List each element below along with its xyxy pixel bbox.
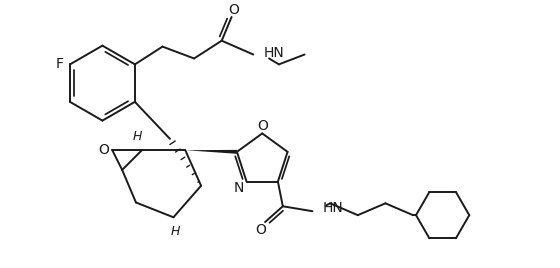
Text: F: F [56,57,64,71]
Text: HN: HN [323,201,343,215]
Text: H: H [171,225,180,238]
Text: O: O [256,223,267,237]
Text: O: O [257,118,268,133]
Text: O: O [98,143,109,157]
Text: H: H [132,130,142,143]
Text: O: O [228,3,239,17]
Text: HN: HN [263,46,284,59]
Polygon shape [185,150,237,154]
Text: N: N [234,181,244,195]
